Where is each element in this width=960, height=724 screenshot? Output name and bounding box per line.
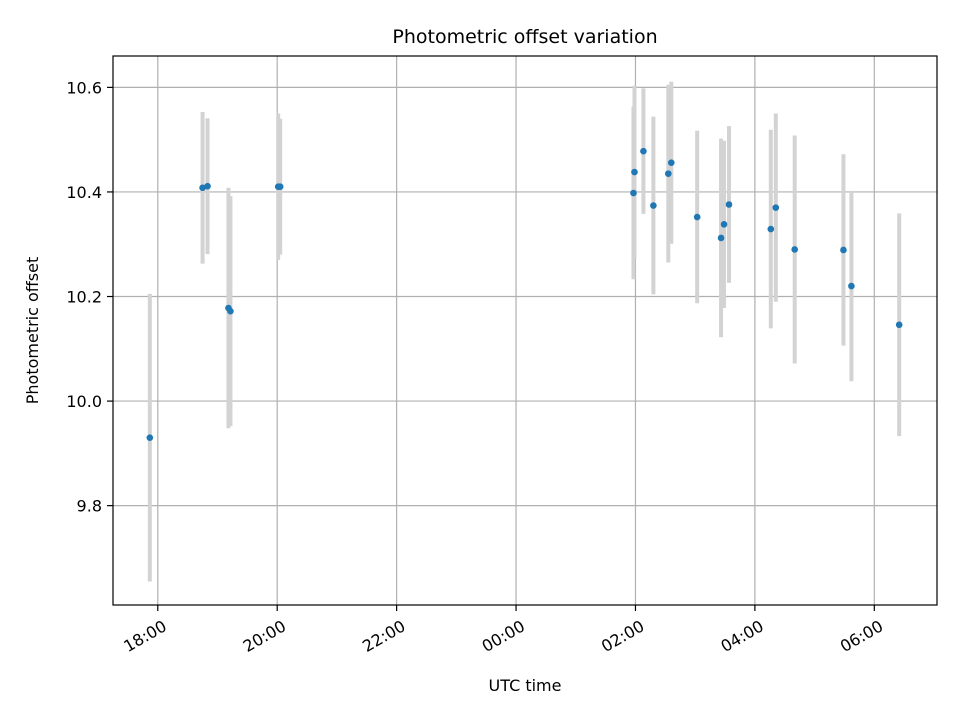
data-point	[630, 189, 637, 197]
data-point	[640, 147, 647, 155]
data-point	[665, 170, 672, 177]
data-point	[199, 184, 206, 192]
data-point	[667, 159, 675, 166]
data-point	[650, 202, 657, 209]
data-point	[693, 213, 701, 221]
y-tick-label: 10.0	[66, 392, 102, 411]
plot-frame	[112, 55, 938, 606]
data-point	[725, 201, 733, 208]
y-tick-label: 10.4	[66, 183, 102, 202]
y-tick-label: 9.8	[77, 497, 102, 516]
data-point	[895, 321, 903, 329]
data-point	[772, 204, 780, 211]
data-point	[848, 282, 855, 290]
data-point	[767, 225, 775, 233]
y-tick-label: 10.6	[66, 78, 102, 97]
data-points	[146, 147, 903, 441]
y-axis-label: Photometric offset	[23, 257, 42, 405]
data-point	[227, 307, 234, 315]
y-tick-label: 10.2	[66, 288, 102, 307]
chart-title: Photometric offset variation	[392, 26, 657, 48]
data-point	[791, 246, 798, 253]
data-point	[631, 168, 638, 176]
data-point	[840, 246, 847, 254]
data-point	[204, 182, 211, 190]
data-point	[146, 434, 154, 441]
data-point	[276, 183, 284, 191]
data-point	[717, 234, 725, 242]
x-axis-label: UTC time	[489, 676, 562, 695]
data-point	[720, 221, 728, 228]
